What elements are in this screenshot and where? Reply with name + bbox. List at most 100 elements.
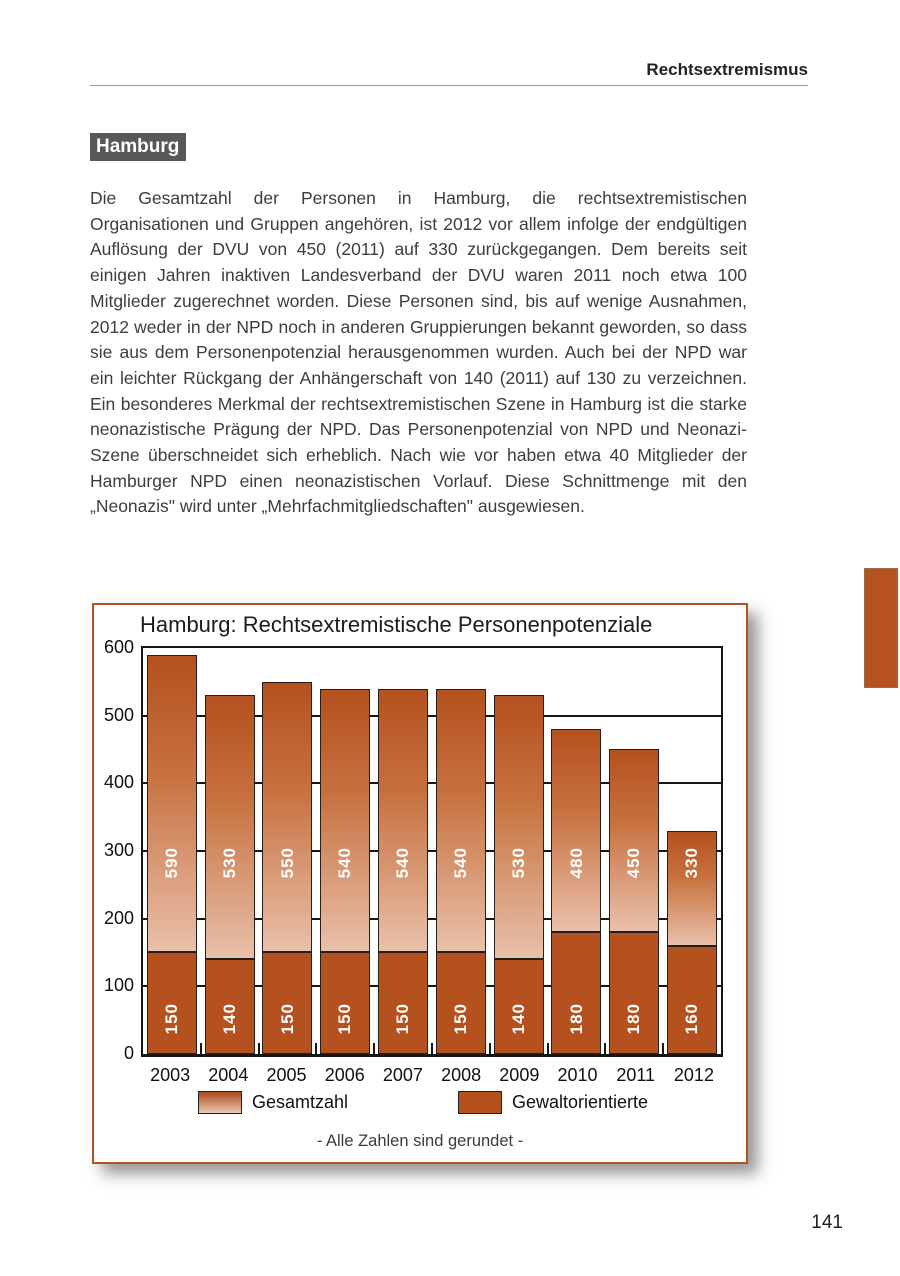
bar-total-label: 540 [450, 846, 470, 878]
section-heading: Hamburg [90, 133, 187, 161]
chart-frame: Hamburg: Rechtsextremistische Personenpo… [92, 603, 748, 1164]
legend-item-gewaltorientierte: Gewaltorientierte [458, 1089, 648, 1115]
bar-group [143, 648, 201, 1054]
bar-violent-segment [263, 951, 312, 1053]
x-tick-label: 2011 [616, 1065, 656, 1085]
bar-total-label: 530 [219, 846, 239, 878]
bar-total-label: 450 [624, 846, 644, 878]
page-number: 141 [811, 1212, 843, 1233]
plot-area: 590 150 530 140 550 150 540 150 540 150 540 150 530 1… [141, 646, 723, 1057]
axis-tick [546, 1043, 549, 1054]
y-tick-label: 400 [103, 772, 134, 793]
bar-total-label: 480 [566, 846, 586, 878]
bar-violent-label: 160 [682, 1002, 702, 1034]
bar-total-segment [147, 656, 196, 951]
bar-group [432, 648, 490, 1054]
bar-violent-segment [147, 951, 196, 1053]
section-heading-text: Hamburg [96, 136, 180, 157]
stacked-bar [378, 689, 429, 1054]
bar-violent-label: 150 [161, 1002, 181, 1034]
x-tick-label: 2006 [324, 1065, 365, 1085]
bar-total-segment [494, 696, 543, 958]
stacked-bar [320, 689, 371, 1054]
bar-violent-label: 150 [450, 1002, 470, 1034]
bar-total-label: 590 [161, 846, 181, 878]
bar-violent-label: 180 [566, 1002, 586, 1034]
bar-violent-segment [205, 958, 254, 1053]
x-tick-label: 2010 [557, 1065, 598, 1085]
y-tick-label: 300 [103, 840, 134, 860]
bar-group [316, 648, 374, 1054]
legend-label-gesamtzahl: Gesamtzahl [252, 1091, 349, 1112]
y-tick-label: 500 [103, 704, 134, 725]
axis-tick [488, 1043, 491, 1054]
bar-total-label: 550 [277, 846, 297, 878]
bar-total-label: 540 [393, 846, 413, 878]
legend-label-gewaltorientierte: Gewaltorientierte [512, 1091, 649, 1112]
y-tick-label: 200 [103, 907, 134, 928]
chart-legend: Gesamtzahl Gewaltorientierte [94, 1089, 746, 1115]
axis-tick [431, 1043, 433, 1054]
bar-violent-label: 150 [335, 1002, 355, 1034]
x-axis-labels: 2003 2004 2005 2006 2007 2008 2009 2010 2011 2012 [141, 1065, 723, 1086]
stacked-bar [262, 682, 313, 1054]
bar-violent-segment [436, 951, 485, 1053]
bar-group [605, 648, 663, 1054]
bar-violent-segment [321, 951, 370, 1053]
bar-total-segment [668, 832, 717, 945]
bar-total-segment [321, 690, 370, 951]
bar-violent-label: 140 [219, 1002, 239, 1034]
gridline [143, 917, 721, 920]
running-header-text: Rechtsextremismus [646, 60, 808, 79]
axis-tick [373, 1043, 376, 1054]
gridline [143, 714, 721, 717]
legend-swatch-gewaltorientierte [458, 1090, 502, 1114]
bar-violent-label: 180 [624, 1002, 644, 1034]
stacked-bar [435, 689, 486, 1054]
bar-total-segment [436, 690, 485, 951]
stacked-bar [667, 831, 718, 1054]
bar-group [201, 648, 259, 1054]
bar-total-segment [205, 696, 254, 958]
bar-violent-label: 150 [277, 1002, 297, 1034]
bar-violent-label: 140 [508, 1002, 528, 1034]
gridline [143, 782, 721, 785]
bar-violent-segment [552, 931, 601, 1053]
axis-tick [604, 1043, 607, 1054]
stacked-bar [609, 749, 660, 1054]
x-tick-label: 2005 [266, 1065, 307, 1085]
x-tick-label: 2009 [499, 1065, 540, 1085]
x-tick-label: 2007 [382, 1065, 423, 1085]
stacked-bar [551, 729, 602, 1054]
x-tick-label: 2008 [441, 1065, 482, 1085]
bar-total-label: 330 [682, 846, 702, 878]
x-tick-label: 2004 [208, 1065, 249, 1085]
bar-group [663, 648, 721, 1054]
axis-tick [257, 1043, 260, 1054]
stacked-bar [146, 655, 197, 1054]
x-tick-label: 2012 [673, 1065, 714, 1085]
legend-swatch-gesamtzahl [198, 1090, 242, 1114]
x-tick-label: 2003 [150, 1065, 191, 1085]
bar-group [490, 648, 548, 1054]
stacked-bar [204, 695, 255, 1054]
bar-violent-segment [494, 958, 543, 1053]
chart-footnote: - Alle Zahlen sind gerundet - [316, 1132, 524, 1150]
y-tick-label: 600 [103, 637, 134, 657]
bar-total-segment [552, 730, 601, 931]
bar-group [374, 648, 432, 1054]
bar-total-label: 530 [508, 846, 528, 878]
axis-tick [662, 1043, 665, 1054]
legend-item-gesamtzahl: Gesamtzahl [198, 1089, 348, 1115]
bar-violent-segment [668, 945, 717, 1053]
stacked-bar [493, 695, 544, 1054]
y-tick-label: 0 [123, 1043, 134, 1063]
running-header: Rechtsextremismus [90, 60, 808, 80]
axis-tick [199, 1043, 202, 1054]
header-rule [90, 85, 808, 86]
body-paragraph: Die Gesamtzahl der Personen in Hamburg, … [90, 188, 747, 517]
bar-total-segment [263, 683, 312, 951]
bar-group [548, 648, 606, 1054]
chapter-side-tab [864, 568, 898, 688]
